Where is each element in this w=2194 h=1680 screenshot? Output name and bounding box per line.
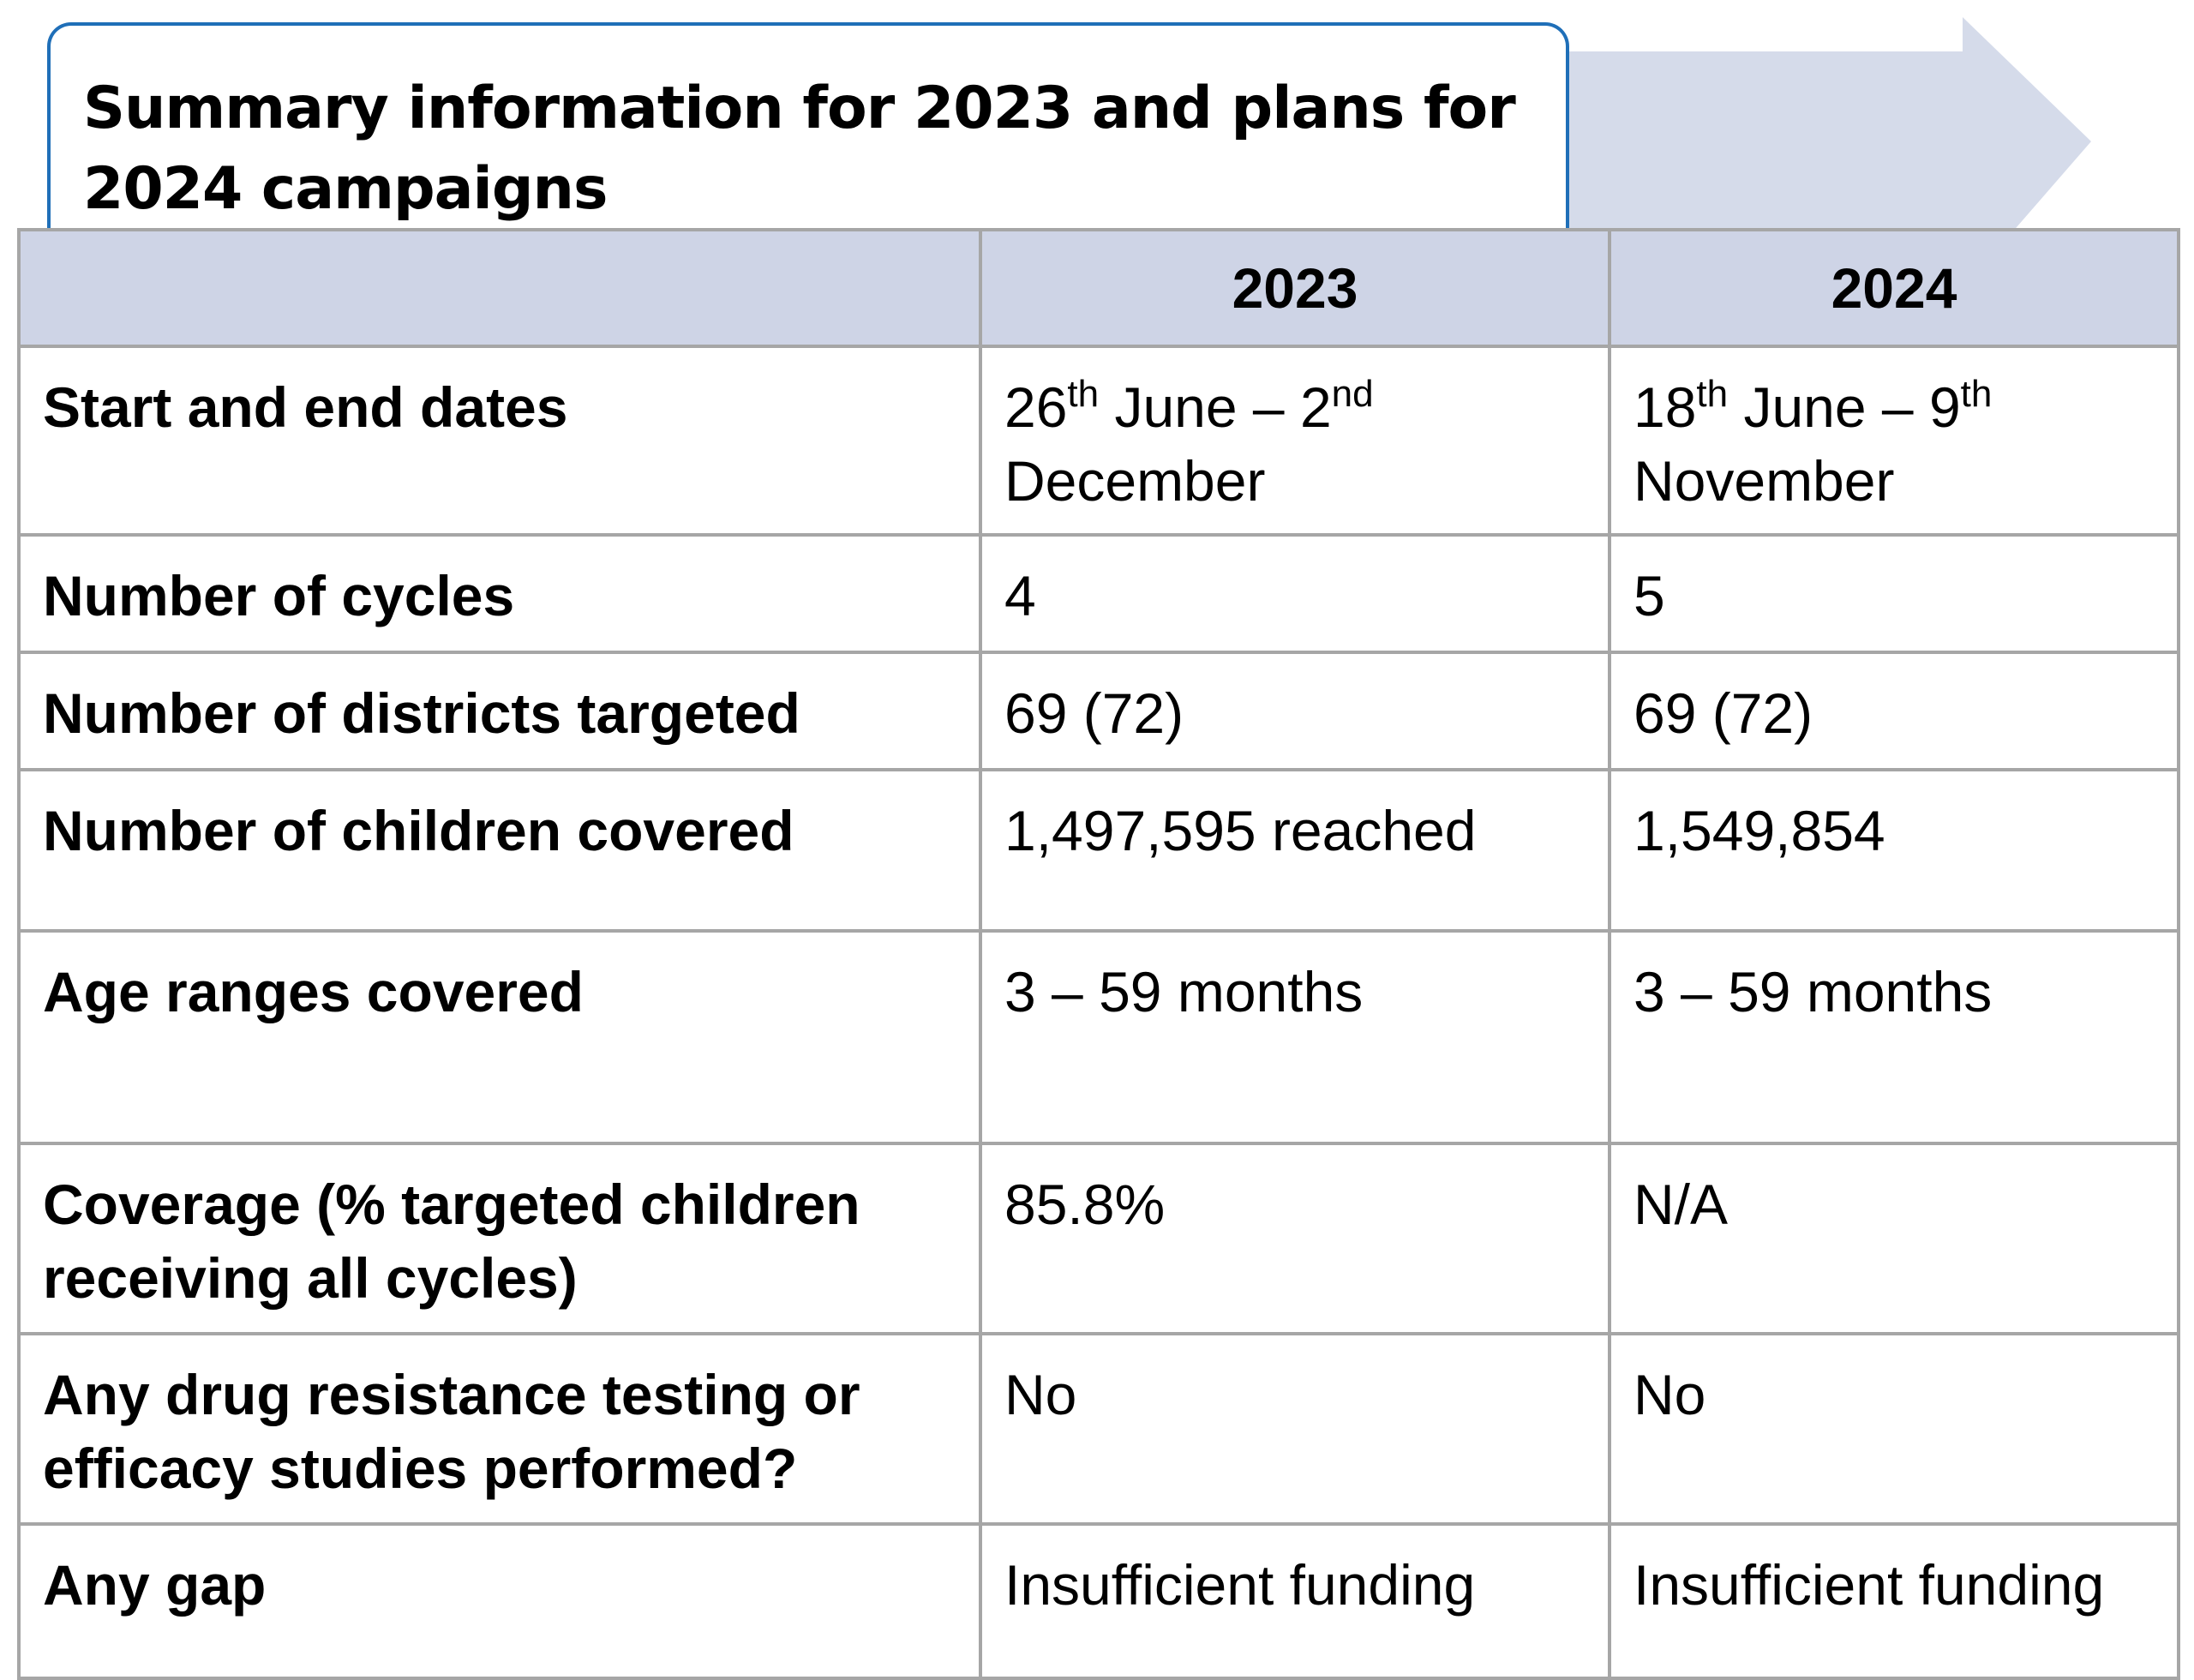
row-label: Number of children covered (17, 768, 982, 933)
cell-2023: Insufficient funding (979, 1522, 1611, 1680)
cell-2024: 69 (72) (1608, 651, 2180, 771)
cell-2024: N/A (1608, 1142, 2180, 1335)
table-row: Number of districts targeted 69 (72) 69 … (17, 651, 2180, 771)
date-middle: June – 2 (1099, 375, 1332, 439)
page-title: Summary information for 2023 and plans f… (83, 75, 1516, 223)
table-row: Start and end dates 26th June – 2nd Dece… (17, 345, 2180, 537)
table-row: Age ranges covered 3 – 59 months 3 – 59 … (17, 929, 2180, 1145)
table-row: Coverage (% targeted children receiving … (17, 1142, 2180, 1335)
table-row: Any gap Insufficient funding Insufficien… (17, 1522, 2180, 1680)
date-suffix: th (1696, 373, 1729, 415)
table-row: Number of children covered 1,497,595 rea… (17, 768, 2180, 933)
date-month: December (1004, 449, 1266, 513)
row-label: Number of districts targeted (17, 651, 982, 771)
cell-2023: 1,497,595 reached (979, 768, 1611, 933)
table-row: Any drug resistance testing or efficacy … (17, 1332, 2180, 1526)
header-cell-label (17, 228, 982, 348)
date-day: 18 (1634, 375, 1697, 439)
table-row: Number of cycles 4 5 (17, 533, 2180, 654)
date-month: November (1634, 449, 1895, 513)
cell-2024: 1,549,854 (1608, 768, 2180, 933)
cell-2024: 3 – 59 months (1608, 929, 2180, 1145)
date-suffix: nd (1331, 373, 1374, 415)
date-day: 26 (1004, 375, 1068, 439)
row-label: Any drug resistance testing or efficacy … (17, 1332, 982, 1526)
row-label: Coverage (% targeted children receiving … (17, 1142, 982, 1335)
cell-2023: 4 (979, 533, 1611, 654)
table-header-row: 2023 2024 (17, 228, 2180, 348)
cell-2023: 85.8% (979, 1142, 1611, 1335)
summary-table: 2023 2024 Start and end dates 26th June … (17, 228, 2180, 1680)
cell-2024: 5 (1608, 533, 2180, 654)
date-suffix: th (1067, 373, 1100, 415)
row-label: Start and end dates (17, 345, 982, 537)
row-label: Any gap (17, 1522, 982, 1680)
header-cell-2024: 2024 (1608, 228, 2180, 348)
cell-2024: 18th June – 9th November (1608, 345, 2180, 537)
cell-2023: 69 (72) (979, 651, 1611, 771)
title-box: Summary information for 2023 and plans f… (47, 22, 1569, 240)
cell-2024: Insufficient funding (1608, 1522, 2180, 1680)
header-cell-2023: 2023 (979, 228, 1611, 348)
row-label: Age ranges covered (17, 929, 982, 1145)
row-label: Number of cycles (17, 533, 982, 654)
date-middle: June – 9 (1728, 375, 1961, 439)
cell-2024: No (1608, 1332, 2180, 1526)
date-suffix: th (1960, 373, 1993, 415)
cell-2023: No (979, 1332, 1611, 1526)
cell-2023: 3 – 59 months (979, 929, 1611, 1145)
arrow-shape (1543, 17, 2091, 240)
cell-2023: 26th June – 2nd December (979, 345, 1611, 537)
